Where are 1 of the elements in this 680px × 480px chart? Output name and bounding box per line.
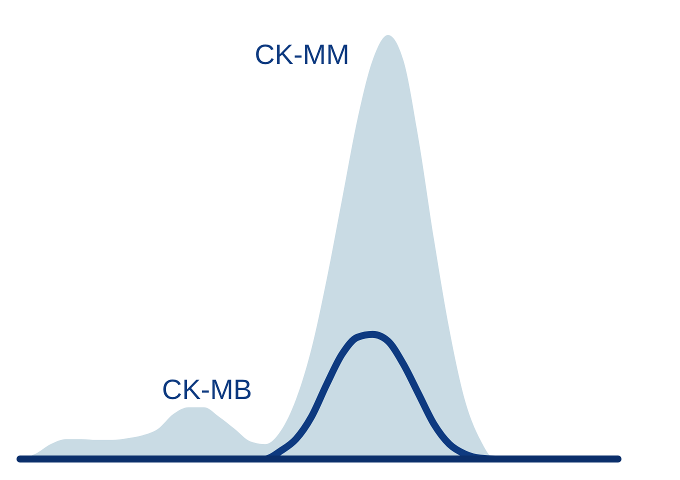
annotation: CK-MM — [254, 39, 350, 71]
